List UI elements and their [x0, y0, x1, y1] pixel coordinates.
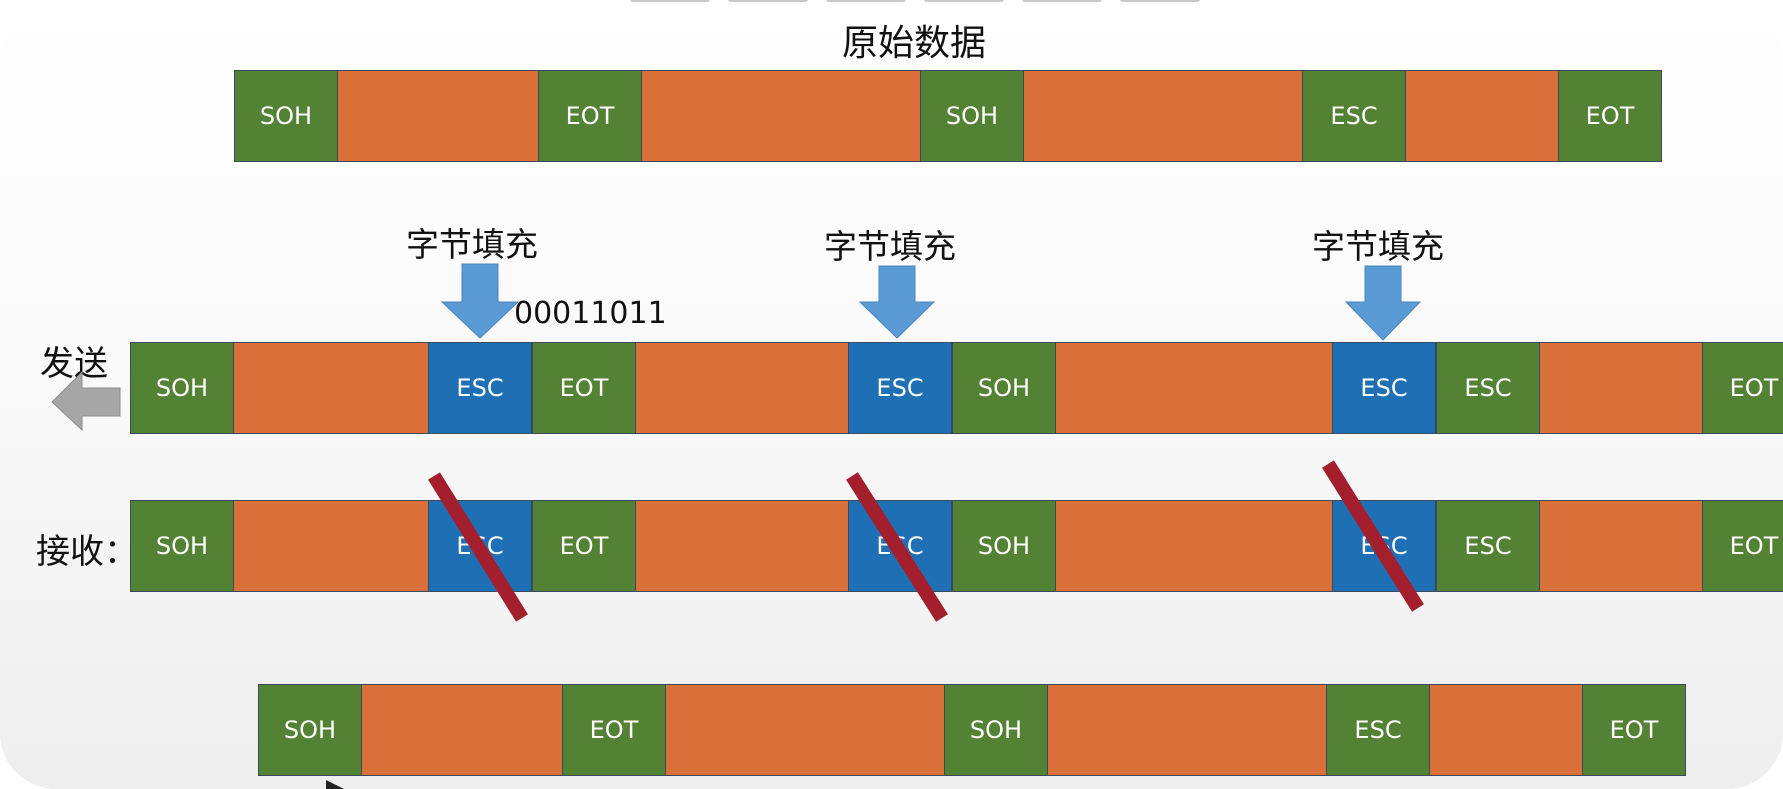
soh-block: SOH: [944, 684, 1048, 776]
byte-stuffing-label: 字节填充: [1312, 227, 1444, 266]
data-block: [666, 684, 944, 776]
data-block: [1056, 500, 1332, 592]
esc-block: ESC: [1436, 342, 1540, 434]
top-edge-mark: [826, 0, 906, 2]
top-edge-mark: [1120, 0, 1200, 2]
esc-bit-pattern: 00011011: [514, 296, 667, 331]
esc-block: ESC: [1302, 70, 1406, 162]
eot-block: EOT: [532, 342, 636, 434]
data-block: [1024, 70, 1302, 162]
esc-block: ESC: [1326, 684, 1430, 776]
eot-block: EOT: [562, 684, 666, 776]
eot-block: EOT: [532, 500, 636, 592]
original-data-row: SOH EOT SOH ESC EOT: [234, 70, 1662, 162]
stuffed-esc-block: ESC: [848, 342, 952, 434]
soh-block: SOH: [234, 70, 338, 162]
stuffed-esc-block: ESC: [1332, 500, 1436, 592]
down-arrow-icon: [858, 265, 936, 339]
soh-block: SOH: [130, 500, 234, 592]
down-arrow-icon: [1344, 265, 1422, 341]
soh-block: SOH: [920, 70, 1024, 162]
data-block: [1540, 342, 1702, 434]
data-block: [636, 500, 848, 592]
stuffed-esc-block: ESC: [428, 500, 532, 592]
data-block: [234, 342, 428, 434]
eot-block: EOT: [538, 70, 642, 162]
send-label: 发送: [40, 344, 108, 384]
data-block: [1540, 500, 1702, 592]
eot-block: EOT: [1702, 500, 1783, 592]
data-block: [1056, 342, 1332, 434]
stuffed-esc-block: ESC: [848, 500, 952, 592]
down-arrow-icon: [440, 263, 520, 339]
data-block: [362, 684, 562, 776]
data-block: [642, 70, 920, 162]
data-block: [338, 70, 538, 162]
diagram-title: 原始数据: [842, 23, 987, 64]
data-block: [1430, 684, 1582, 776]
data-block: [1048, 684, 1326, 776]
received-data-row: SOH ESC EOT ESC SOH ESC ESC EOT: [130, 500, 1783, 592]
restored-data-row: SOH EOT SOH ESC EOT: [258, 684, 1686, 776]
stuffed-esc-block: ESC: [428, 342, 532, 434]
sent-data-row: SOH ESC EOT ESC SOH ESC ESC EOT: [130, 342, 1783, 434]
top-edge-mark: [728, 0, 808, 2]
data-block: [234, 500, 428, 592]
byte-stuffing-label: 字节填充: [406, 225, 538, 264]
esc-block: ESC: [1436, 500, 1540, 592]
byte-stuffing-label: 字节填充: [824, 227, 956, 266]
top-edge-mark: [1022, 0, 1102, 2]
eot-block: EOT: [1558, 70, 1662, 162]
eot-block: EOT: [1702, 342, 1783, 434]
top-edge-mark: [924, 0, 1004, 2]
data-block: [1406, 70, 1558, 162]
data-block: [636, 342, 848, 434]
soh-block: SOH: [952, 342, 1056, 434]
mouse-cursor-icon: [326, 780, 344, 789]
soh-block: SOH: [130, 342, 234, 434]
eot-block: EOT: [1582, 684, 1686, 776]
stuffed-esc-block: ESC: [1332, 342, 1436, 434]
top-edge-mark: [630, 0, 710, 2]
soh-block: SOH: [952, 500, 1056, 592]
receive-label: 接收：: [36, 532, 138, 572]
soh-block: SOH: [258, 684, 362, 776]
